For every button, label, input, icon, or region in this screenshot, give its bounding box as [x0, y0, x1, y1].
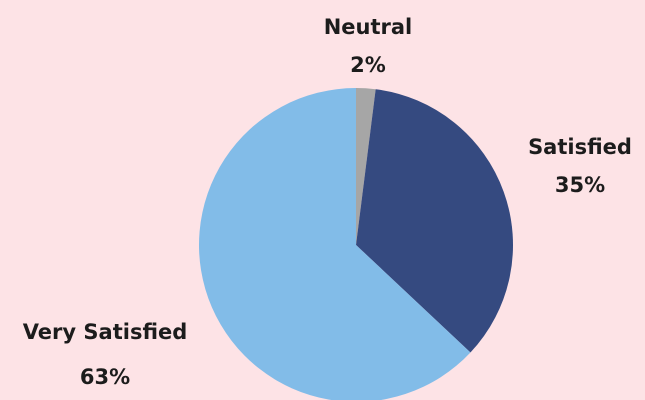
pie-slice — [199, 88, 471, 400]
slice-label: Neutral — [324, 15, 413, 39]
slice-label: Satisfied — [528, 135, 632, 159]
pie-slice — [356, 88, 376, 245]
value-label: 35% — [555, 173, 605, 197]
value-label: 2% — [350, 53, 386, 77]
value-label: 63% — [80, 365, 130, 389]
pie-slice — [356, 89, 513, 353]
slice-label: Very Satisfied — [23, 320, 188, 344]
